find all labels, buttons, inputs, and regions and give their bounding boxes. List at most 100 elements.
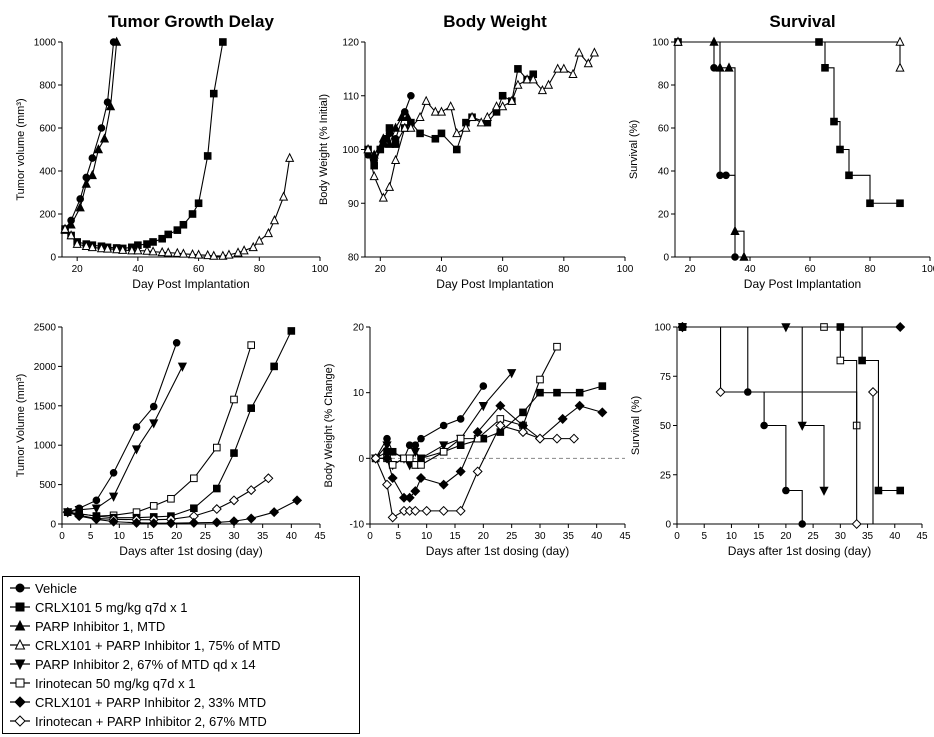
data-point	[157, 246, 167, 257]
data-point	[211, 517, 222, 528]
data-point	[384, 181, 395, 191]
x-axis-label: Days after 1st dosing (day)	[119, 544, 262, 558]
series-line	[375, 405, 603, 499]
data-point	[390, 122, 401, 132]
data-point	[292, 495, 303, 506]
data-point	[112, 36, 122, 46]
data-point	[149, 419, 159, 429]
data-point	[96, 242, 107, 253]
x-tick-label: 20	[375, 264, 387, 275]
data-point	[551, 433, 563, 444]
data-point	[148, 518, 159, 529]
data-point	[131, 445, 142, 455]
data-point	[866, 199, 874, 208]
data-point	[224, 249, 234, 259]
data-point	[72, 238, 82, 248]
data-point	[495, 400, 506, 411]
legend-marker	[14, 659, 26, 671]
series-line	[67, 342, 178, 513]
data-point	[416, 129, 424, 138]
y-tick-label: 40	[658, 167, 670, 178]
x-tick-label: 40	[286, 531, 298, 542]
data-point	[188, 210, 197, 218]
data-point	[165, 518, 176, 529]
x-tick-label: 0	[367, 531, 373, 542]
legend-item-parp2: PARP Inhibitor 2, 67% of MTD qd x 14	[9, 655, 256, 673]
data-point	[203, 249, 213, 260]
data-point	[472, 427, 483, 438]
x-axis-label: Day Post Implantation	[436, 277, 553, 291]
y-axis-label: Tumor Volume (mm³)	[15, 374, 27, 478]
legend-label: CRLX101 5 mg/kg q7d x 1	[35, 599, 188, 615]
data-point	[230, 449, 238, 457]
panel-tumor2: 0 5 10 15 20 25 30 35 40 45 0 500 1000 1500 2000 2500 Da…	[15, 323, 326, 559]
data-point	[91, 514, 102, 525]
y-tick-label: 0	[50, 520, 56, 531]
data-point	[384, 138, 395, 148]
data-point	[91, 504, 102, 514]
legend-label: Irinotecan + PARP Inhibitor 2, 67% MTD	[35, 713, 267, 729]
data-point	[452, 145, 461, 154]
series-irinotecan-50-mg-kg-q7d-x-1	[678, 323, 861, 430]
data-point	[131, 517, 142, 528]
data-point	[149, 502, 158, 510]
data-point	[378, 192, 388, 202]
y-tick-label: 400	[39, 167, 56, 178]
legend-item-crlx: CRLX101 5 mg/kg q7d x 1	[9, 598, 187, 616]
data-point	[188, 517, 199, 528]
series-crlx101-parp-inhibitor-1-75-of-mtd	[60, 152, 295, 260]
data-point	[218, 250, 228, 260]
data-point	[574, 400, 585, 411]
data-point	[382, 441, 392, 451]
data-point	[528, 74, 538, 84]
data-point	[553, 388, 561, 397]
x-tick-label: 30	[534, 531, 546, 542]
x-tick-label: 25	[200, 531, 212, 542]
series-line	[375, 346, 558, 466]
data-point	[193, 249, 204, 259]
x-tick-label: 40	[436, 264, 448, 275]
data-point	[479, 382, 488, 390]
data-point	[400, 122, 410, 132]
series-line	[678, 41, 901, 68]
x-tick-label: 10	[421, 531, 433, 542]
data-point	[158, 234, 166, 243]
y-tick-label: 75	[660, 372, 672, 383]
series-crlx101-parp-inhibitor-1-75-of-mtd	[673, 36, 905, 72]
legend-marker-icon	[10, 696, 30, 708]
x-tick-label: 45	[314, 531, 326, 542]
x-tick-label: 80	[558, 264, 570, 275]
data-point	[194, 199, 203, 208]
data-point	[715, 62, 725, 72]
data-point	[102, 243, 113, 253]
series-crlx101-5-mg-kg-q7d-x-1	[63, 327, 296, 522]
data-point	[88, 154, 97, 162]
x-axis-label: Day Post Implantation	[744, 277, 861, 291]
data-point	[482, 111, 492, 122]
panel-title: Body Weight	[443, 12, 547, 31]
data-point	[203, 152, 212, 160]
data-point	[739, 251, 749, 261]
data-point	[109, 468, 118, 477]
data-point	[851, 518, 862, 530]
x-tick-label: 80	[254, 264, 266, 275]
data-point	[173, 226, 182, 234]
data-point	[387, 473, 398, 484]
legend-marker	[14, 638, 26, 650]
data-point	[410, 486, 421, 497]
data-point	[187, 249, 198, 259]
legend-marker	[14, 715, 26, 727]
data-point	[513, 79, 523, 89]
data-point	[456, 441, 465, 449]
data-point	[163, 247, 173, 257]
data-point	[455, 466, 466, 477]
data-point	[410, 505, 421, 516]
y-tick-label: 20	[658, 210, 670, 221]
data-point	[142, 245, 152, 255]
x-tick-label: 5	[88, 531, 94, 542]
data-point	[400, 108, 409, 116]
data-point	[404, 492, 415, 503]
data-point	[230, 395, 238, 404]
data-point	[247, 404, 255, 412]
